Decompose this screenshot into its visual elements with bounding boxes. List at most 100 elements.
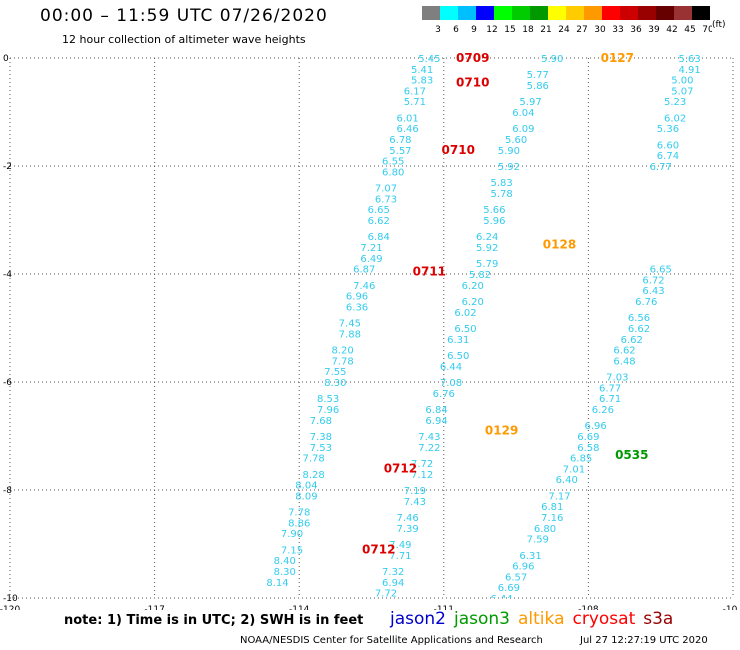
colorbar-label: 27 (576, 25, 587, 35)
swh-value: 6.36 (346, 302, 368, 313)
swh-value: 5.78 (491, 189, 513, 200)
pass-time-label: 0127 (601, 51, 634, 65)
colorbar-swatch (674, 6, 692, 20)
colorbar-swatch (638, 6, 656, 20)
swh-value: 8.40 (274, 556, 296, 567)
colorbar-swatch (476, 6, 494, 20)
swh-value: 6.09 (512, 124, 534, 135)
swh-value: 7.21 (360, 243, 382, 254)
y-tick-label: -8 (3, 486, 12, 496)
swh-value: 6.62 (613, 346, 635, 357)
swh-value: 5.00 (671, 76, 693, 87)
swh-value: 5.92 (476, 243, 498, 254)
swh-value: 7.72 (411, 459, 433, 470)
swh-value: 6.80 (382, 167, 404, 178)
swh-value: 8.86 (288, 518, 310, 529)
swh-value: 6.44 (440, 362, 462, 373)
swh-value: 7.53 (310, 443, 332, 454)
colorbar-label: 15 (504, 25, 515, 35)
swh-value: 6.48 (613, 356, 635, 367)
swh-value: 5.60 (505, 135, 527, 146)
swh-value: 6.96 (584, 421, 606, 432)
pass-time-label: 0129 (485, 424, 518, 438)
swh-value: 6.65 (650, 265, 672, 276)
colorbar-label: 12 (486, 25, 497, 35)
swh-value: 5.57 (389, 146, 411, 157)
colorbar-swatch (692, 6, 710, 20)
swh-value: 6.69 (498, 583, 520, 594)
pass-time-label: 0712 (384, 461, 417, 475)
swh-value: 6.72 (642, 275, 664, 286)
swh-value: 7.71 (389, 551, 411, 562)
swh-value: 8.20 (331, 346, 353, 357)
swh-value: 6.62 (628, 324, 650, 335)
x-tick-label: -120 (0, 605, 20, 610)
swh-value: 7.78 (331, 356, 353, 367)
legend-cryosat: cryosat (572, 609, 636, 629)
swh-value: 6.62 (368, 216, 390, 227)
pass-time-label: 0710 (442, 143, 475, 157)
swh-value: 7.90 (281, 529, 303, 540)
swh-value: 7.96 (317, 405, 339, 416)
swh-value: 6.40 (556, 475, 578, 486)
pass-time-label: 0712 (362, 542, 395, 556)
swh-value: 6.20 (462, 281, 484, 292)
pass-time-label: 0535 (615, 448, 648, 462)
page-subtitle: 12 hour collection of altimeter wave hei… (62, 33, 306, 46)
swh-value: 8.09 (295, 491, 317, 502)
swh-value: 7.19 (404, 486, 426, 497)
pass-time-label: 0709 (456, 51, 489, 65)
pass-time-label: 0128 (543, 237, 576, 251)
legend-altika: altika (518, 609, 565, 629)
colorbar-swatch (512, 6, 530, 20)
swh-value: 7.38 (310, 432, 332, 443)
swh-value: 5.23 (664, 97, 686, 108)
legend-jason2: jason2 (390, 609, 446, 629)
swh-value: 5.36 (657, 124, 679, 135)
swh-value: 6.76 (635, 297, 657, 308)
swh-value: 6.73 (375, 194, 397, 205)
swh-value: 5.86 (527, 81, 549, 92)
swh-value: 6.96 (512, 562, 534, 573)
swh-value: 6.24 (476, 232, 498, 243)
swh-value: 7.22 (418, 443, 440, 454)
colorbar-swatch (458, 6, 476, 20)
swh-value: 6.80 (534, 524, 556, 535)
footer-credit: NOAA/NESDIS Center for Satellite Applica… (240, 635, 543, 646)
x-tick-label: -108 (578, 605, 599, 610)
pass-time-label: 0710 (456, 75, 489, 89)
swh-value: 5.71 (404, 97, 426, 108)
colorbar-swatch (422, 6, 440, 20)
swh-value: 6.46 (397, 124, 419, 135)
y-tick-label: -6 (3, 378, 12, 388)
swh-value: 5.90 (541, 54, 563, 65)
swh-value: 6.49 (360, 254, 382, 265)
swh-value: 5.97 (519, 97, 541, 108)
colorbar-label: 9 (471, 25, 477, 35)
swh-value: 5.83 (491, 178, 513, 189)
swh-value: 7.72 (375, 589, 397, 600)
swh-value: 7.16 (541, 513, 563, 524)
swh-value: 5.41 (411, 65, 433, 76)
swh-value: 6.94 (425, 416, 447, 427)
x-tick-label: -111 (434, 605, 454, 610)
swh-value: 6.56 (628, 313, 650, 324)
colorbar-label: 6 (453, 25, 459, 35)
swh-value: 6.69 (577, 432, 599, 443)
wave-height-chart: -120 -117 -114 -111 -108 -100-2-4-6-8-105.455… (0, 51, 738, 610)
colorbar-label: 39 (648, 25, 660, 35)
colorbar-swatch (584, 6, 602, 20)
footer-note: note: 1) Time is in UTC; 2) SWH is in fe… (64, 613, 364, 628)
swh-value: 6.57 (505, 572, 527, 583)
y-tick-label: -2 (3, 162, 12, 172)
swh-value: 8.30 (324, 378, 346, 389)
footer-timestamp: Jul 27 12:27:19 UTC 2020 (580, 635, 708, 646)
swh-value: 6.50 (454, 324, 476, 335)
satellite-legend: jason2 jason3 altika cryosat s3a (390, 609, 681, 629)
swh-value: 6.31 (447, 335, 469, 346)
x-tick-label: -10 (723, 605, 738, 610)
swh-value: 6.01 (397, 113, 419, 124)
swh-value: 6.77 (650, 162, 672, 173)
swh-value: 6.76 (433, 389, 455, 400)
swh-value: 6.65 (368, 205, 390, 216)
